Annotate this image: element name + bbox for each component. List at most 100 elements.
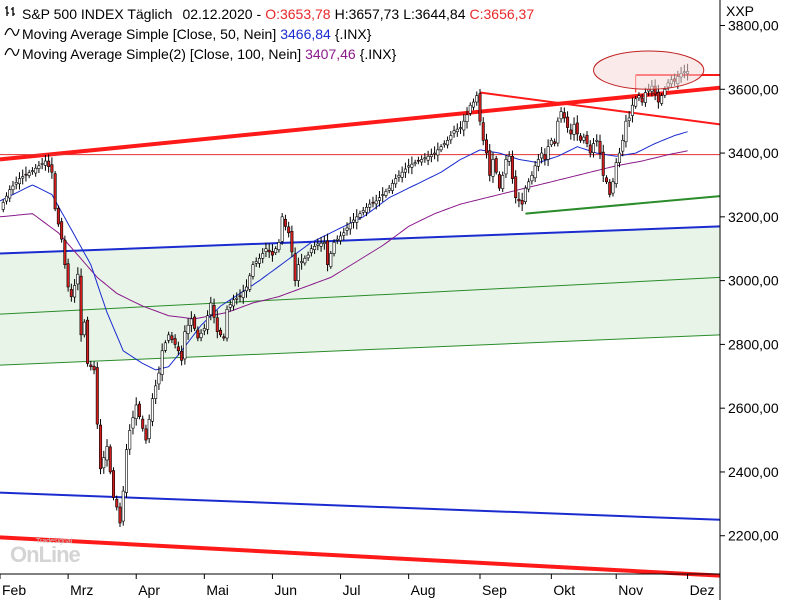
ma50-line [0, 131, 688, 371]
ma50-value: 3466,84 [280, 26, 331, 42]
candle-up [390, 183, 394, 191]
ma100-line [0, 150, 688, 320]
candle-up [634, 98, 638, 107]
candle-up [387, 187, 391, 191]
candle-up [368, 203, 372, 208]
candle-up [611, 181, 615, 194]
candle-up [102, 457, 106, 469]
candle-up [257, 257, 261, 264]
candle-up [280, 216, 284, 242]
candle-down [604, 177, 608, 183]
legend-row-ma100: Moving Average Simple(2) [Close, 100, Ne… [4, 44, 534, 64]
candle-up [624, 120, 628, 143]
candle-up [134, 404, 138, 420]
candle-up [264, 248, 268, 252]
candle-up [303, 257, 307, 264]
candle-down [517, 198, 521, 202]
candle-up [73, 285, 77, 298]
candle-up [131, 417, 135, 429]
candle-down [656, 91, 660, 103]
candle-up [322, 242, 326, 244]
candle-up [504, 159, 508, 175]
candle-up [507, 155, 511, 162]
candle-up [614, 162, 618, 184]
candle-up [592, 143, 596, 153]
x-tick-label: Nov [618, 582, 643, 598]
candle-up [501, 175, 505, 189]
candle-up [11, 185, 15, 191]
candle-up [595, 140, 599, 142]
candle-down [290, 231, 294, 253]
candle-down [478, 93, 482, 122]
candle-up [459, 127, 463, 129]
candle-down [47, 160, 51, 167]
candle-up [355, 216, 359, 223]
candle-up [452, 130, 456, 134]
candle-up [384, 191, 388, 196]
trendline-lower-channel-red [0, 535, 721, 578]
candle-down [193, 316, 197, 329]
y-tick-label: 3000,00 [728, 273, 779, 289]
low-value: L:3644,84 [403, 6, 466, 22]
candle-up [394, 178, 398, 185]
candle-down [66, 263, 70, 288]
trendline-upper-blue [0, 225, 721, 255]
y-tick-label: 2800,00 [728, 336, 779, 352]
x-tick-label: Dez [690, 582, 715, 598]
candle-up [76, 273, 80, 285]
candle-up [617, 152, 621, 163]
x-tick-label: Sep [482, 582, 507, 598]
candle-up [410, 163, 414, 168]
candle-down [566, 116, 570, 128]
candle-up [157, 372, 161, 385]
candle-up [523, 187, 527, 202]
candle-down [287, 226, 291, 234]
candle-up [316, 243, 320, 246]
candle-up [1, 202, 5, 210]
candle-up [403, 168, 407, 173]
ma100-label: Moving Average Simple(2) [Close, 100, Ne… [22, 46, 302, 62]
candle-down [494, 158, 498, 173]
candle-down [137, 403, 141, 417]
x-tick-label: Aug [411, 582, 436, 598]
candle-up [160, 350, 164, 375]
quote-date: 02.12.2020 [182, 6, 253, 22]
candle-down [569, 129, 573, 135]
y-tick-label: 2400,00 [728, 464, 779, 480]
candle-up [309, 248, 313, 254]
trendline-green-mid [0, 276, 721, 315]
candle-down [63, 239, 67, 265]
candle-down [69, 289, 73, 297]
candle-up [413, 162, 417, 165]
candle-up [377, 197, 381, 201]
candle-up [533, 165, 537, 179]
candle-up [663, 88, 667, 96]
candle-up [660, 95, 664, 104]
candle-down [510, 155, 514, 179]
candle-down [553, 141, 557, 144]
candle-up [128, 430, 132, 450]
candle-up [228, 304, 232, 308]
candle-up [244, 286, 248, 292]
high-value: H:3657,73 [334, 6, 400, 22]
candle-down [293, 253, 297, 281]
candle-up [348, 222, 352, 230]
candle-up [277, 242, 281, 250]
candle-up [202, 328, 206, 332]
candle-down [575, 122, 579, 135]
candles-layer [1, 63, 690, 527]
candle-up [105, 446, 109, 461]
trendline-layer [0, 73, 721, 578]
trendline-upper-channel-red [0, 85, 721, 162]
candle-up [206, 315, 210, 330]
candle-up [556, 120, 560, 144]
chart-legend: S&P 500 INDEX Täglich 02.12.2020 - O:365… [4, 4, 534, 64]
candle-up [455, 128, 459, 133]
candle-up [462, 120, 466, 131]
candle-up [82, 321, 86, 336]
tradesignal-online-logo: Tradesignal OnLine [8, 534, 108, 567]
legend-row-ma50: Moving Average Simple [Close, 50, Nein] … [4, 24, 534, 44]
candle-down [640, 97, 644, 103]
candle-down [608, 181, 612, 195]
candle-down [95, 367, 99, 425]
